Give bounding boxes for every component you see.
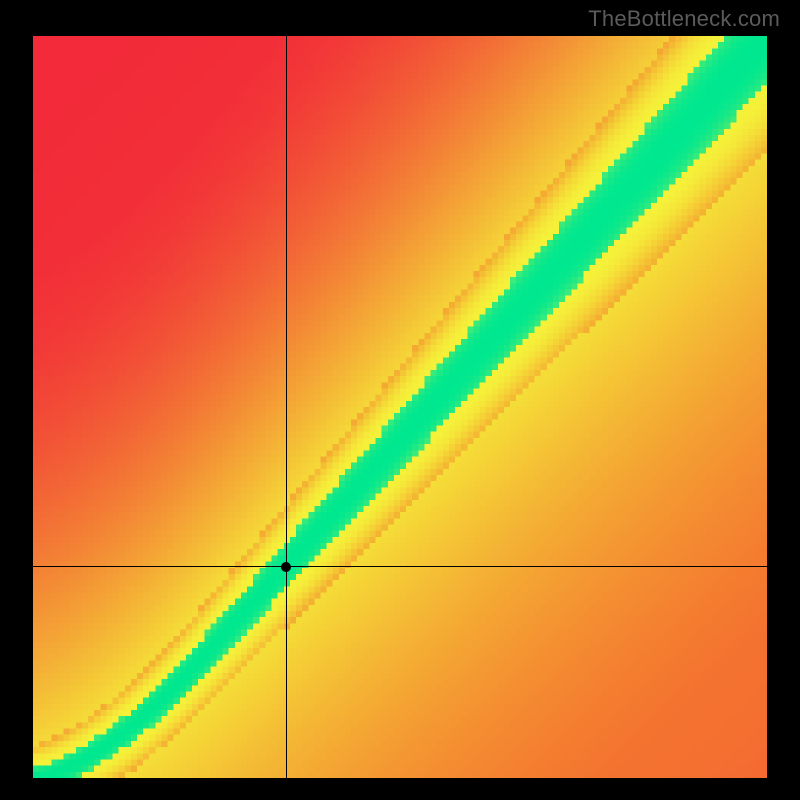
crosshair-horizontal	[33, 566, 767, 567]
heatmap-plot	[33, 36, 767, 778]
chart-stage: TheBottleneck.com	[0, 0, 800, 800]
crosshair-marker	[281, 562, 291, 572]
attribution-text: TheBottleneck.com	[588, 6, 780, 32]
crosshair-vertical	[286, 36, 287, 778]
heatmap-canvas	[33, 36, 767, 778]
